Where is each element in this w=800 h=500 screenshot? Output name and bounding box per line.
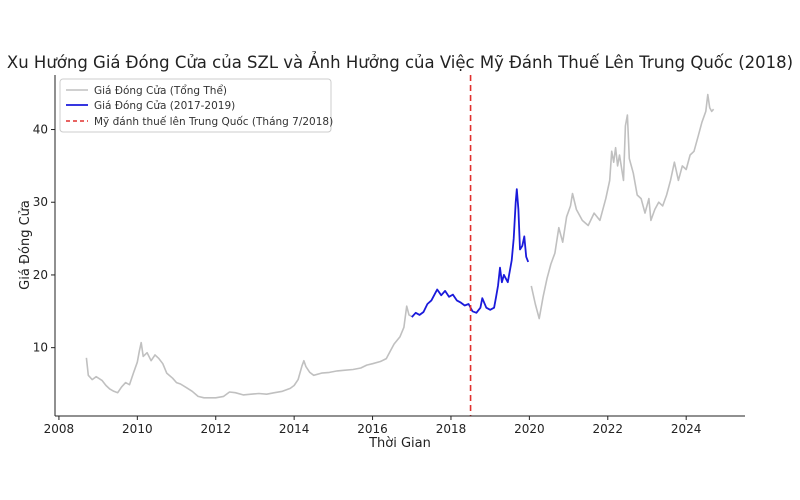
legend-box bbox=[59, 78, 332, 133]
y-tick-label: 10 bbox=[33, 341, 48, 355]
x-tick-label: 2018 bbox=[436, 422, 467, 436]
y-tick-label: 40 bbox=[33, 123, 48, 137]
x-tick-label: 2022 bbox=[593, 422, 624, 436]
legend-entry-2017-2019: Giá Đóng Cửa (2017-2019) bbox=[94, 100, 235, 112]
plot-area bbox=[85, 75, 715, 416]
x-tick-label: 2020 bbox=[514, 422, 545, 436]
y-tick-label: 20 bbox=[33, 268, 48, 282]
y-tick-label: 30 bbox=[33, 195, 48, 209]
y-ticks: 10 20 30 40 bbox=[33, 123, 55, 355]
x-tick-label: 2024 bbox=[671, 422, 702, 436]
x-tick-label: 2012 bbox=[200, 422, 231, 436]
x-tick-label: 2008 bbox=[44, 422, 75, 436]
legend-entry-tariff: Mỹ đánh thuế lên Trung Quốc (Tháng 7/201… bbox=[94, 116, 333, 128]
series-2017-2019-line bbox=[411, 188, 530, 318]
y-axis-label: Giá Đóng Cửa bbox=[18, 200, 33, 290]
x-axis-label: Thời Gian bbox=[368, 436, 431, 451]
x-tick-label: 2010 bbox=[122, 422, 153, 436]
legend-entry-overall: Giá Đóng Cửa (Tổng Thể) bbox=[94, 84, 227, 97]
legend: Giá Đóng Cửa (Tổng Thể) Giá Đóng Cửa (20… bbox=[59, 78, 333, 133]
x-tick-label: 2014 bbox=[279, 422, 310, 436]
chart-title: Xu Hướng Giá Đóng Cửa của SZL và Ảnh Hưở… bbox=[7, 52, 793, 72]
series-overall-line bbox=[85, 93, 715, 399]
x-tick-label: 2016 bbox=[357, 422, 388, 436]
x-ticks: 2008 2010 2012 2014 2016 2018 2020 2022 2024 bbox=[44, 416, 702, 436]
axes bbox=[54, 75, 745, 417]
